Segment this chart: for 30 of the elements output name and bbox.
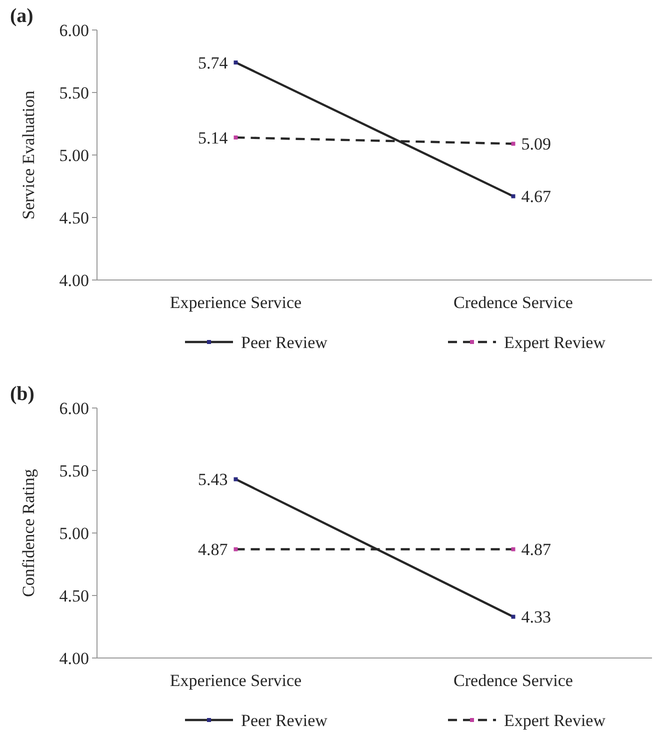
y-tick-label: 4.50: [59, 586, 89, 606]
y-tick-label: 5.50: [59, 83, 89, 102]
data-label: 4.33: [521, 608, 551, 627]
y-tick-label: 4.00: [59, 648, 89, 668]
y-tick-label: 5.00: [59, 524, 89, 543]
y-tick-label: 4.50: [59, 208, 89, 228]
data-label: 5.43: [198, 470, 228, 490]
data-label: 5.14: [198, 128, 228, 148]
chart-title: (a): [10, 5, 34, 27]
legend-label: Expert Review: [504, 710, 606, 730]
x-tick-label: Experience Service: [170, 671, 302, 690]
data-label: 4.67: [521, 187, 552, 206]
y-tick-label: 5.50: [59, 461, 89, 480]
data-label: 5.09: [521, 134, 551, 154]
x-tick-label: Experience Service: [170, 293, 302, 312]
y-tick-label: 6.00: [59, 398, 89, 418]
data-label: 4.87: [198, 540, 228, 560]
y-axis-title: Confidence Rating: [19, 468, 38, 597]
chart-title: (b): [10, 383, 34, 405]
legend-label: Expert Review: [504, 332, 606, 352]
x-tick-label: Credence Service: [454, 671, 573, 690]
y-axis-title: Service Evaluation: [19, 90, 38, 220]
data-label: 4.87: [521, 540, 552, 560]
x-tick-label: Credence Service: [454, 293, 573, 312]
y-tick-label: 4.00: [59, 270, 89, 290]
y-tick-label: 6.00: [59, 20, 89, 40]
y-tick-label: 5.00: [59, 146, 89, 165]
legend-label: Peer Review: [241, 332, 328, 352]
data-label: 5.74: [198, 53, 228, 72]
legend-label: Peer Review: [241, 710, 328, 730]
